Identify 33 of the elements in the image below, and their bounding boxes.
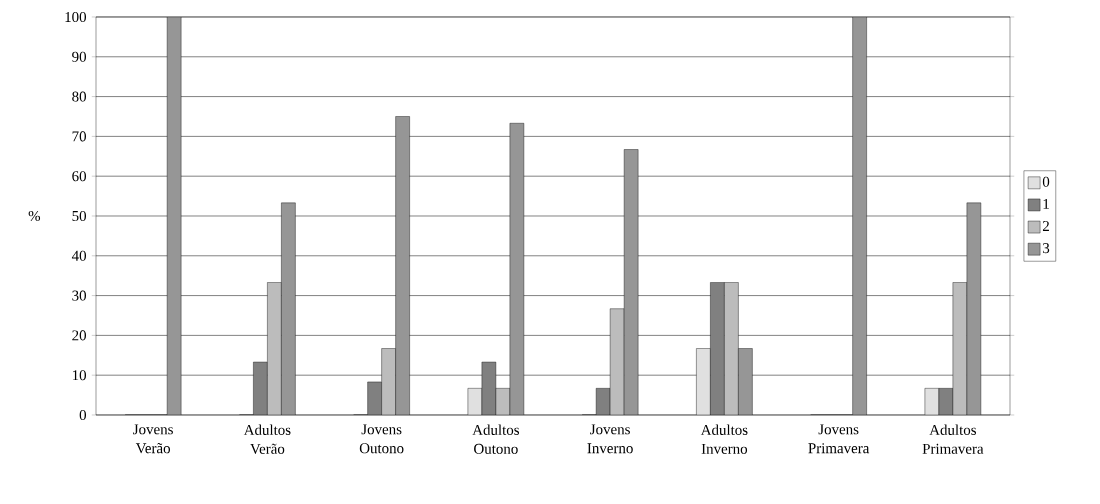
x-tick-label: Jovens Primavera (808, 424, 870, 454)
legend-label: 0 (1042, 176, 1050, 187)
y-tick-label: 50 (72, 210, 87, 222)
x-tick-label: Jovens Verão (133, 424, 173, 454)
y-tick-label: 40 (71, 250, 87, 261)
y-tick-label: 0 (79, 409, 87, 421)
x-tick-label: Jovens Outono (359, 424, 404, 454)
bar (724, 282, 739, 415)
x-tick-label: Adultos Inverno (700, 424, 748, 454)
y-tick-label: 80 (72, 91, 87, 102)
y-tick-label: 10 (72, 370, 87, 381)
bar (852, 16, 867, 415)
bar (381, 348, 396, 415)
x-tick-label: Adultos Primavera (922, 424, 984, 454)
y-tick-label: 70 (72, 131, 87, 142)
y-tick-label: 100 (65, 11, 87, 23)
bar (696, 348, 711, 415)
legend-label: 3 (1043, 243, 1050, 254)
y-tick-label: 60 (72, 171, 87, 182)
bar (267, 282, 282, 415)
bar (710, 282, 725, 415)
x-tick-label: Adultos Outono (472, 424, 519, 454)
y-tick-label: 30 (72, 290, 87, 301)
legend-label: 1 (1043, 198, 1049, 209)
bar (738, 348, 753, 415)
y-axis-title: % (28, 210, 41, 222)
y-tick-label: 20 (72, 330, 87, 341)
y-tick-label: 90 (72, 51, 87, 62)
bar (281, 202, 296, 415)
x-tick-label: Adultos Verão (243, 424, 291, 454)
legend-label: 2 (1042, 220, 1049, 231)
bar (395, 116, 410, 415)
x-tick-label: Jovens Inverno (587, 424, 633, 454)
